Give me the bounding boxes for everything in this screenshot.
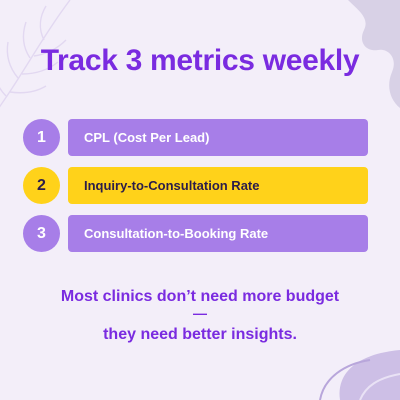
metric-number-badge: 1 — [23, 119, 60, 156]
metrics-list: 1 CPL (Cost Per Lead) 2 Inquiry-to-Consu… — [23, 119, 368, 263]
metric-label: CPL (Cost Per Lead) — [68, 119, 368, 156]
page-title: Track 3 metrics weekly — [40, 44, 360, 77]
tagline-line-1: Most clinics don’t need more budget — [60, 288, 340, 305]
metric-item-consultation-to-booking: 3 Consultation-to-Booking Rate — [23, 215, 368, 252]
metric-item-cpl: 1 CPL (Cost Per Lead) — [23, 119, 368, 156]
tagline-dash: — — [193, 305, 207, 321]
metric-label: Inquiry-to-Consultation Rate — [68, 167, 368, 204]
metric-item-inquiry-to-consultation: 2 Inquiry-to-Consultation Rate — [23, 167, 368, 204]
metric-number-badge: 2 — [23, 167, 60, 204]
tagline-line-2: they need better insights. — [103, 326, 297, 343]
metric-label: Consultation-to-Booking Rate — [68, 215, 368, 252]
metric-number-badge: 3 — [23, 215, 60, 252]
